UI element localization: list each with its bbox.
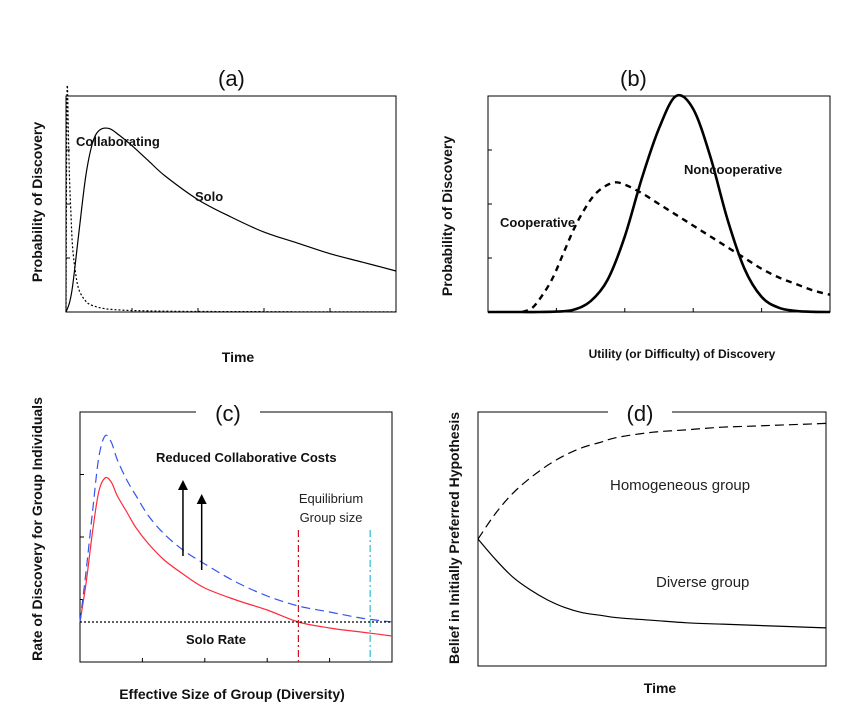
panel-label-c: (c)	[215, 401, 241, 426]
series-line-c-1	[79, 434, 393, 623]
series-group-c	[79, 434, 393, 637]
arrow-up-icon	[177, 480, 188, 490]
legend-label-collaborating: Collaborating	[76, 134, 160, 149]
x-axis-title-d: Time	[644, 680, 677, 696]
x-axis-title-c: Effective Size of Group (Diversity)	[119, 686, 345, 702]
panel-a: (a) Collaborating Solo Time Probability …	[29, 66, 397, 365]
annotation-group-size: Group size	[300, 510, 363, 525]
series-line-d-1	[477, 538, 827, 629]
legend-label-cooperative: Cooperative	[500, 215, 575, 230]
legend-label-solo: Solo	[195, 189, 223, 204]
series-line-b-1	[521, 181, 831, 314]
annotation-solo-rate: Solo Rate	[186, 632, 246, 647]
panel-label-bg-c	[196, 400, 260, 426]
y-axis-title-a: Probability of Discovery	[29, 122, 45, 282]
vlines-c	[297, 530, 371, 662]
panel-c: (c) Reduced Collaborative Costs Equilibr…	[29, 397, 393, 702]
series-group-a	[65, 84, 397, 313]
panel-d: (d) Homogeneous group Diverse group Time…	[446, 400, 827, 696]
legend-label-homogeneous: Homogeneous group	[610, 477, 750, 494]
panel-label-bg-d	[608, 400, 672, 426]
series-group-b	[487, 93, 831, 314]
panel-label-a: (a)	[218, 66, 245, 91]
plot-frame-d	[477, 411, 827, 667]
series-group-d	[477, 422, 827, 629]
legend-label-diverse: Diverse group	[656, 574, 749, 591]
series-line-b-0	[487, 93, 831, 314]
series-line-c-0	[79, 476, 393, 637]
ticks-c	[80, 474, 331, 663]
annotation-equilibrium: Equilibrium	[299, 491, 363, 506]
panel-label-d: (d)	[627, 401, 654, 426]
panel-label-b: (b)	[620, 66, 647, 91]
legend-label-noncooperative: Noncooperative	[684, 162, 782, 177]
ticks-a	[66, 149, 331, 313]
arrow-up-icon	[196, 494, 207, 504]
series-line-a-1	[65, 127, 397, 313]
y-axis-title-b: Probability of Discovery	[439, 136, 455, 296]
plot-frame-a	[65, 95, 397, 313]
x-axis-title-b: Utility (or Difficulty) of Discovery	[589, 347, 776, 361]
arrows-c	[177, 480, 207, 570]
x-axis-title-a: Time	[222, 349, 255, 365]
series-line-a-0	[65, 84, 396, 313]
y-axis-title-c: Rate of Discovery for Group Individuals	[29, 397, 45, 661]
annotation-reduced-costs: Reduced Collaborative Costs	[156, 450, 337, 465]
panel-b: (b) Noncooperative Cooperative Utility (…	[439, 66, 831, 361]
y-axis-title-d: Belief in Initially Preferred Hypothesis	[446, 412, 462, 664]
series-line-d-0	[477, 422, 827, 540]
